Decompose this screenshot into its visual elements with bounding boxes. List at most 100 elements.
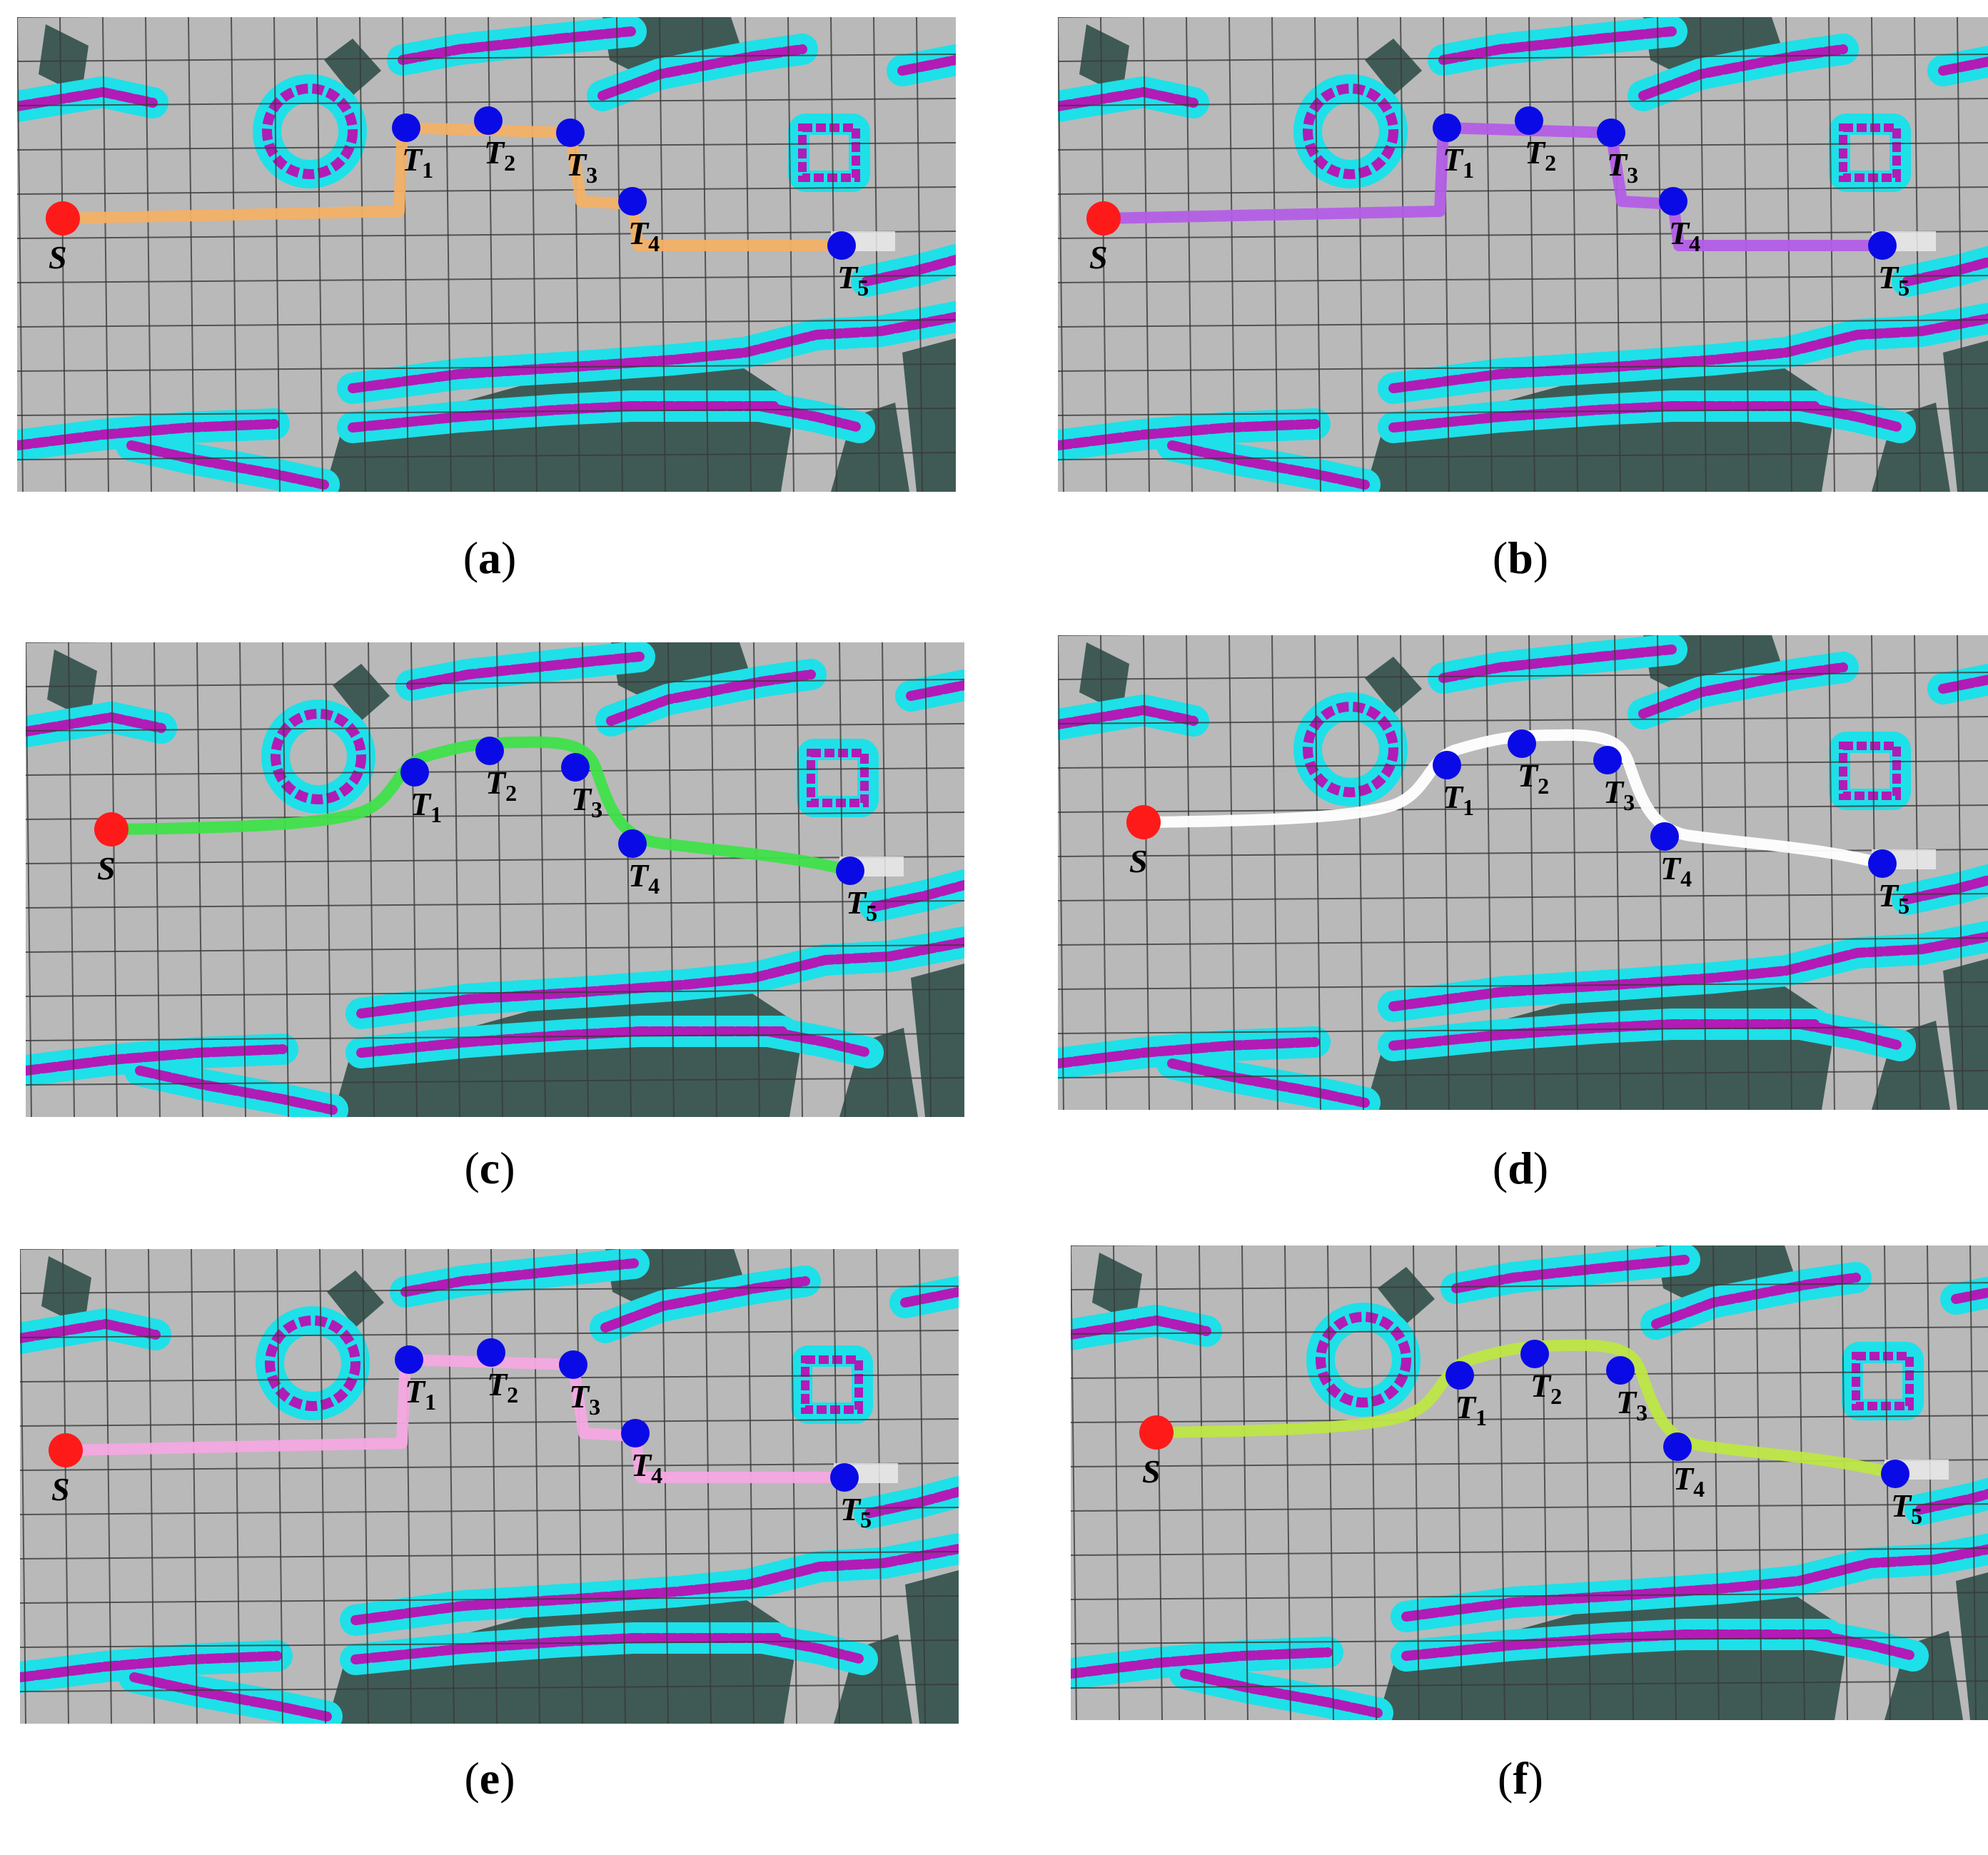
target-label-4: T4 xyxy=(1669,215,1700,256)
wall-segment xyxy=(1388,313,1988,393)
wall-segment xyxy=(400,1258,639,1297)
wall-segment xyxy=(129,1672,332,1722)
target-label-3: T3 xyxy=(571,781,602,822)
wall-segment xyxy=(897,55,956,76)
wall-segment xyxy=(20,1319,161,1343)
caption-letter: d xyxy=(1508,1143,1533,1193)
target-point-3 xyxy=(561,753,590,782)
target-point-2 xyxy=(1520,1340,1549,1368)
start-label: S xyxy=(97,850,116,886)
wall-segment xyxy=(1401,1629,1832,1661)
obstacle-region xyxy=(1956,1572,1988,1720)
caption-letter: e xyxy=(479,1753,500,1804)
target-point-5 xyxy=(1868,231,1897,260)
target-point-1 xyxy=(392,113,420,142)
wall-segment xyxy=(1902,257,1988,286)
planned-path xyxy=(1138,729,1888,869)
wall-segment xyxy=(26,1044,288,1076)
wall-segment xyxy=(1388,401,1820,433)
wall-segment xyxy=(900,1287,959,1308)
target-point-5 xyxy=(827,231,856,260)
obstacle-region xyxy=(1079,24,1129,96)
obstacle-region xyxy=(333,664,390,721)
wall-segment xyxy=(20,1651,282,1682)
obstacle-region xyxy=(1943,340,1988,492)
obstacle-region xyxy=(327,1270,384,1328)
wall-segment xyxy=(606,669,816,726)
wall-segment xyxy=(1638,44,1848,101)
wall-segment xyxy=(1401,1544,1988,1622)
wall-segment xyxy=(135,1066,338,1115)
wall-segment xyxy=(600,1276,810,1333)
ring-obstacle xyxy=(1303,84,1398,179)
target-label-1: T1 xyxy=(1443,141,1474,183)
wall-segment xyxy=(348,401,779,433)
wall-segment xyxy=(26,712,166,737)
caption-c: (c) xyxy=(464,1143,515,1193)
caption-d: (d) xyxy=(1492,1143,1549,1193)
obstacle-region xyxy=(47,649,97,721)
start-point xyxy=(46,201,80,236)
wall-segment xyxy=(1638,662,1848,719)
map-grid xyxy=(1058,17,1988,492)
target-point-5 xyxy=(830,1463,859,1492)
caption-letter: f xyxy=(1513,1753,1528,1804)
wall-segment xyxy=(1180,1669,1383,1718)
target-point-4 xyxy=(618,187,647,216)
wall-segment xyxy=(1388,931,1988,1011)
target-label-2: T2 xyxy=(1525,134,1556,176)
target-point-1 xyxy=(395,1345,423,1374)
wall-segment xyxy=(17,87,158,111)
target-label-1: T1 xyxy=(1443,779,1474,820)
target-point-4 xyxy=(621,1419,650,1447)
block-obstacle xyxy=(798,123,860,182)
wall-segment xyxy=(350,1633,782,1664)
block-obstacle xyxy=(1839,123,1901,182)
target-point-4 xyxy=(1650,822,1679,851)
ring-obstacle xyxy=(265,1315,360,1411)
map-grid xyxy=(1071,1245,1988,1720)
wall-segment xyxy=(1951,1287,1988,1304)
target-point-3 xyxy=(1597,118,1625,147)
target-point-1 xyxy=(1445,1361,1474,1390)
wall-segment xyxy=(1438,645,1677,683)
target-label-3: T3 xyxy=(1603,774,1635,815)
wall-segment xyxy=(1438,26,1677,65)
wall-segment xyxy=(1071,1315,1211,1340)
wall-segment xyxy=(350,1544,959,1625)
start-label: S xyxy=(1142,1453,1161,1490)
caption-f: (f) xyxy=(1498,1753,1543,1804)
start-label: S xyxy=(49,239,67,276)
wall-segment xyxy=(862,255,956,286)
wall-segment xyxy=(356,1026,787,1058)
map-grid xyxy=(20,1249,959,1724)
panel-f: S T1 T2 T3 T4 T5 xyxy=(1071,1245,1988,1720)
caption-a: (a) xyxy=(463,532,517,583)
target-point-2 xyxy=(474,106,503,135)
wall-segment xyxy=(1058,87,1199,111)
start-label: S xyxy=(1129,843,1148,879)
ring-obstacle xyxy=(262,84,358,179)
target-point-1 xyxy=(1433,751,1461,779)
wall-segment xyxy=(1058,419,1320,450)
obstacle-region xyxy=(41,1256,91,1328)
target-point-3 xyxy=(556,118,585,147)
wall-segment xyxy=(1167,1058,1370,1108)
wall-segment xyxy=(1388,1019,1820,1051)
obstacle-region xyxy=(1365,39,1422,96)
wall-segment xyxy=(1651,1273,1861,1329)
planned-path xyxy=(1098,122,1888,251)
wall-segment xyxy=(906,680,964,701)
obstacle-region xyxy=(1365,657,1422,714)
obstacle-region xyxy=(1943,959,1988,1110)
wall-segment xyxy=(398,26,636,65)
panel-b: S T1 T2 T3 T4 T5 xyxy=(1058,17,1988,492)
target-label-4: T4 xyxy=(1673,1460,1705,1502)
wall-segment xyxy=(17,419,279,450)
start-label: S xyxy=(51,1471,70,1507)
block-obstacle xyxy=(801,1355,863,1414)
obstacle-region xyxy=(1092,1253,1142,1324)
